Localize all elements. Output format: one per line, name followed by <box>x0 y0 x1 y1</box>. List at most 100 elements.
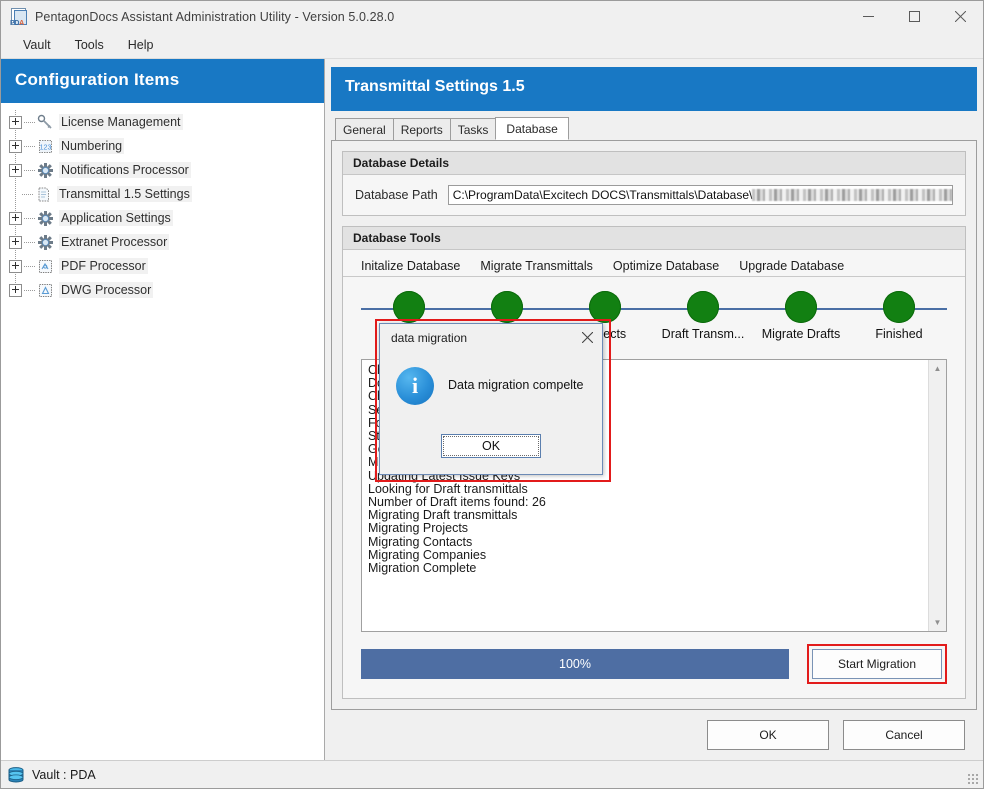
pentagondocs-app-icon: PDA <box>9 7 27 27</box>
expand-icon[interactable] <box>9 139 22 153</box>
info-icon: i <box>396 367 434 405</box>
stepper-step: Objects <box>557 291 653 341</box>
menu-item-help[interactable]: Help <box>127 38 154 52</box>
menu-bar: Vault Tools Help <box>1 32 983 59</box>
gear-icon <box>37 234 54 251</box>
sidebar-item-numbering[interactable]: 123 Numbering <box>1 134 324 158</box>
leaf-node-marker <box>9 189 20 200</box>
scroll-up-icon[interactable]: ▲ <box>933 364 942 373</box>
pdf-icon <box>37 258 54 275</box>
database-path-value: C:\ProgramData\Excitech DOCS\Transmittal… <box>452 188 753 202</box>
tab-general[interactable]: General <box>335 118 394 140</box>
redacted-path-segment <box>752 189 952 201</box>
page-title: Transmittal Settings 1.5 <box>331 67 977 111</box>
database-details-title: Database Details <box>343 152 965 175</box>
dialog-footer: OK <box>380 434 602 474</box>
menu-item-vault[interactable]: Vault <box>23 38 51 52</box>
subtab-migrate-transmittals[interactable]: Migrate Transmittals <box>470 256 603 283</box>
resize-grip[interactable] <box>967 773 979 785</box>
numbering-icon: 123 <box>37 138 54 155</box>
configuration-tree: License Management 123 Numbering <box>1 103 324 760</box>
sidebar-item-label: License Management <box>59 114 183 130</box>
subtab-optimize-database[interactable]: Optimize Database <box>612 259 720 273</box>
ok-button[interactable]: OK <box>707 720 829 750</box>
sidebar-item-transmittal-15-settings[interactable]: Transmittal 1.5 Settings <box>1 182 324 206</box>
dialog-message: Data migration compelte <box>448 378 584 392</box>
title-bar: PDA PentagonDocs Assistant Administratio… <box>1 1 983 32</box>
expand-icon[interactable] <box>9 259 22 273</box>
database-details-group: Database Details Database Path C:\Progra… <box>342 151 966 216</box>
tab-reports[interactable]: Reports <box>392 118 451 140</box>
dialog-body: i Data migration compelte <box>380 351 602 434</box>
stepper-step <box>361 291 457 341</box>
dialog-ok-button[interactable]: OK <box>441 434 541 458</box>
step-complete-dot <box>883 291 915 323</box>
log-line: Migrating Draft transmittals <box>368 508 518 523</box>
subtab-initalize-database[interactable]: Initalize Database <box>361 259 461 273</box>
sidebar-item-extranet-processor[interactable]: Extranet Processor <box>1 230 324 254</box>
migrate-transmittals-panel: Objects Draft Transm... Migrate Drafts <box>343 276 965 698</box>
log-line: Migrating Contacts <box>368 534 473 549</box>
menu-item-tools[interactable]: Tools <box>74 38 104 52</box>
database-path-label: Database Path <box>355 188 438 202</box>
database-tools-group: Database Tools Initalize Database Migrat… <box>342 226 966 699</box>
expand-icon[interactable] <box>9 115 22 129</box>
settings-tabstrip: General Reports Tasks Database <box>331 117 977 141</box>
log-scrollbar[interactable]: ▲ ▼ <box>928 360 946 631</box>
sidebar-item-label: Application Settings <box>59 210 173 226</box>
tab-tasks[interactable]: Tasks <box>449 118 497 140</box>
step-complete-dot <box>785 291 817 323</box>
stepper-step <box>459 291 555 341</box>
sidebar-item-label: Numbering <box>59 138 125 154</box>
sidebar-item-label: PDF Processor <box>59 258 148 274</box>
database-icon <box>7 766 25 784</box>
migration-stepper: Objects Draft Transm... Migrate Drafts <box>361 291 947 353</box>
step-complete-dot <box>393 291 425 323</box>
log-line: Migrating Projects <box>368 521 469 536</box>
progress-value: 100% <box>559 657 591 671</box>
database-path-input[interactable]: C:\ProgramData\Excitech DOCS\Transmittal… <box>447 185 953 205</box>
step-complete-dot <box>687 291 719 323</box>
status-text: Vault : PDA <box>32 767 96 782</box>
database-tools-subtabs: Initalize Database Migrate Transmittals … <box>343 250 965 283</box>
step-label: Draft Transm... <box>661 327 745 341</box>
expand-icon[interactable] <box>9 235 22 249</box>
maximize-button[interactable] <box>891 1 937 32</box>
log-line: Looking for Draft transmittals <box>368 481 528 496</box>
sidebar-item-license-management[interactable]: License Management <box>1 110 324 134</box>
dialog-close-icon[interactable] <box>572 324 602 351</box>
sidebar-item-pdf-processor[interactable]: PDF Processor <box>1 254 324 278</box>
step-complete-dot <box>589 291 621 323</box>
window-title: PentagonDocs Assistant Administration Ut… <box>35 9 395 24</box>
gear-icon <box>37 210 54 227</box>
subtab-upgrade-database[interactable]: Upgrade Database <box>739 259 845 273</box>
stepper-step: Draft Transm... <box>655 291 751 341</box>
sidebar-item-application-settings[interactable]: Application Settings <box>1 206 324 230</box>
expand-icon[interactable] <box>9 211 22 225</box>
database-tab-panel: Database Details Database Path C:\Progra… <box>331 141 977 710</box>
progress-bar: 100% <box>361 649 789 679</box>
configuration-items-header: Configuration Items <box>1 59 324 103</box>
expand-icon[interactable] <box>9 283 22 297</box>
data-migration-dialog: data migration i Data migration compelte… <box>379 323 603 475</box>
dialog-footer-buttons: OK Cancel <box>331 710 977 760</box>
sidebar-item-label: Transmittal 1.5 Settings <box>57 186 192 202</box>
step-label: Migrate Drafts <box>761 327 841 341</box>
tab-database[interactable]: Database <box>495 117 569 140</box>
stepper-step: Migrate Drafts <box>753 291 849 341</box>
sidebar-item-notifications-processor[interactable]: Notifications Processor <box>1 158 324 182</box>
start-migration-button[interactable]: Start Migration <box>812 649 942 679</box>
scroll-down-icon[interactable]: ▼ <box>933 618 942 627</box>
configuration-items-pane: Configuration Items License Management <box>1 59 325 760</box>
step-complete-dot <box>491 291 523 323</box>
cancel-button[interactable]: Cancel <box>843 720 965 750</box>
document-icon <box>35 186 52 203</box>
status-bar: Vault : PDA <box>1 760 983 788</box>
sidebar-item-dwg-processor[interactable]: DWG Processor <box>1 278 324 302</box>
step-label: Finished <box>875 327 923 341</box>
close-button[interactable] <box>937 1 983 32</box>
window-controls <box>845 1 983 32</box>
expand-icon[interactable] <box>9 163 22 177</box>
minimize-button[interactable] <box>845 1 891 32</box>
